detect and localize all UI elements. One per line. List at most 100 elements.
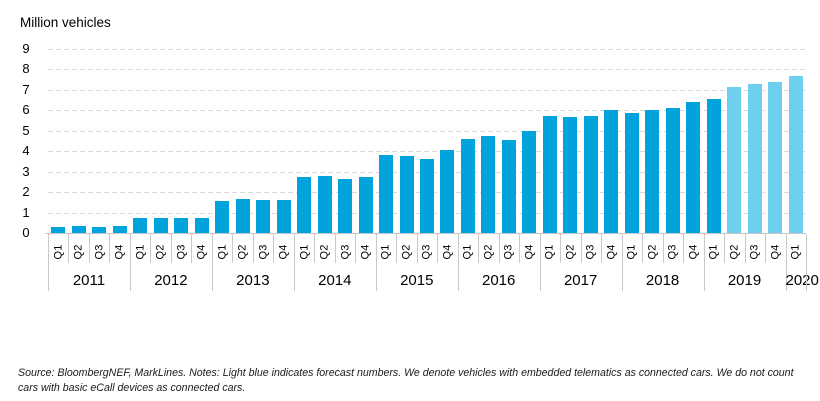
quarter-separator [109, 234, 111, 263]
bar-actual [542, 116, 557, 233]
quarter-label: Q4 [191, 237, 211, 267]
quarter-label: Q2 [314, 237, 334, 267]
bar-actual [112, 226, 127, 233]
quarter-separator [396, 234, 398, 263]
quarter-label: Q3 [663, 237, 683, 267]
quarter-label-text: Q2 [72, 244, 85, 260]
quarter-separator [642, 234, 644, 263]
gridline-y4 [48, 151, 806, 153]
year-separator [48, 234, 49, 291]
y-tick-label: 7 [22, 81, 30, 97]
quarter-label: Q2 [68, 237, 88, 267]
bar-actual [399, 156, 414, 233]
quarter-label-text: Q3 [584, 244, 597, 260]
gridline-y5 [48, 130, 806, 132]
year-separator [621, 234, 623, 291]
quarter-label: Q1 [540, 237, 560, 267]
bar-forecast [747, 83, 762, 233]
quarter-label: Q3 [499, 237, 519, 267]
year-label: 2020 [785, 272, 819, 289]
bar-actual [256, 200, 271, 233]
bar-actual [297, 176, 312, 233]
bar-actual [358, 176, 373, 233]
quarter-label-text: Q2 [728, 244, 741, 260]
gridline-y6 [48, 110, 806, 112]
quarter-separator [724, 234, 726, 263]
year-separator [293, 234, 295, 291]
quarter-separator [416, 234, 418, 263]
bar-actual [174, 217, 189, 233]
gridline-y9 [48, 49, 806, 50]
quarter-label: Q1 [458, 237, 478, 267]
bar-forecast [788, 75, 803, 233]
quarter-separator [498, 234, 500, 263]
gridline-y7 [48, 89, 806, 91]
quarter-separator [355, 234, 357, 263]
quarter-label: Q2 [478, 237, 498, 267]
quarter-separator [232, 234, 234, 263]
quarter-separator [560, 234, 562, 263]
bar-actual [235, 199, 250, 233]
quarter-label-text: Q1 [134, 244, 147, 260]
quarter-separator [580, 234, 582, 263]
bar-actual [276, 200, 291, 233]
quarter-label-text: Q4 [359, 244, 372, 260]
quarter-label-text: Q3 [175, 244, 188, 260]
bar-actual [215, 201, 230, 233]
quarter-separator [68, 234, 70, 263]
quarter-label: Q4 [437, 237, 457, 267]
year-label: 2013 [236, 272, 270, 289]
year-separator [129, 234, 131, 291]
bar-actual [604, 110, 619, 233]
bar-actual [686, 102, 701, 233]
quarter-label: Q4 [683, 237, 703, 267]
y-tick-label: 0 [22, 225, 30, 240]
quarter-label: Q1 [294, 237, 314, 267]
quarter-label-text: Q1 [461, 244, 474, 260]
quarter-label-text: Q2 [154, 244, 167, 260]
x-axis-line [45, 233, 806, 234]
quarter-label-text: Q4 [277, 244, 290, 260]
quarter-label-text: Q1 [625, 244, 638, 260]
quarter-label: Q3 [581, 237, 601, 267]
bar-actual [92, 226, 107, 233]
quarter-label: Q1 [704, 237, 724, 267]
bar-actual [379, 155, 394, 233]
quarter-label: Q1 [376, 237, 396, 267]
quarter-label-text: Q4 [769, 244, 782, 260]
quarter-label-text: Q4 [605, 244, 618, 260]
quarter-label-text: Q1 [298, 244, 311, 260]
quarter-separator [519, 234, 521, 263]
quarter-label: Q3 [171, 237, 191, 267]
quarter-label: Q2 [232, 237, 252, 267]
quarter-label-text: Q3 [257, 244, 270, 260]
quarter-label: Q4 [109, 237, 129, 267]
bar-actual [71, 225, 86, 233]
year-label: 2014 [318, 272, 352, 289]
year-separator [211, 234, 213, 291]
year-separator [375, 234, 377, 291]
quarter-label: Q2 [560, 237, 580, 267]
y-tick-label: 2 [22, 184, 30, 200]
bar-actual [501, 139, 516, 233]
quarter-label: Q2 [642, 237, 662, 267]
quarter-label: Q3 [745, 237, 765, 267]
quarter-label-text: Q4 [441, 244, 454, 260]
year-label: 2017 [563, 272, 598, 289]
bar-forecast [768, 81, 783, 233]
bar-actual [481, 135, 496, 233]
quarter-separator [601, 234, 603, 263]
bar-actual [645, 110, 660, 233]
quarter-label: Q1 [622, 237, 642, 267]
quarter-label-text: Q2 [482, 244, 495, 260]
quarter-label: Q2 [724, 237, 744, 267]
quarter-separator [437, 234, 439, 263]
bar-actual [460, 138, 475, 233]
quarter-label-text: Q2 [236, 244, 249, 260]
quarter-label-text: Q3 [502, 244, 515, 260]
bar-actual [583, 116, 598, 233]
y-tick-label: 6 [22, 102, 30, 118]
bar-actual [153, 217, 168, 233]
quarter-label: Q4 [601, 237, 621, 267]
